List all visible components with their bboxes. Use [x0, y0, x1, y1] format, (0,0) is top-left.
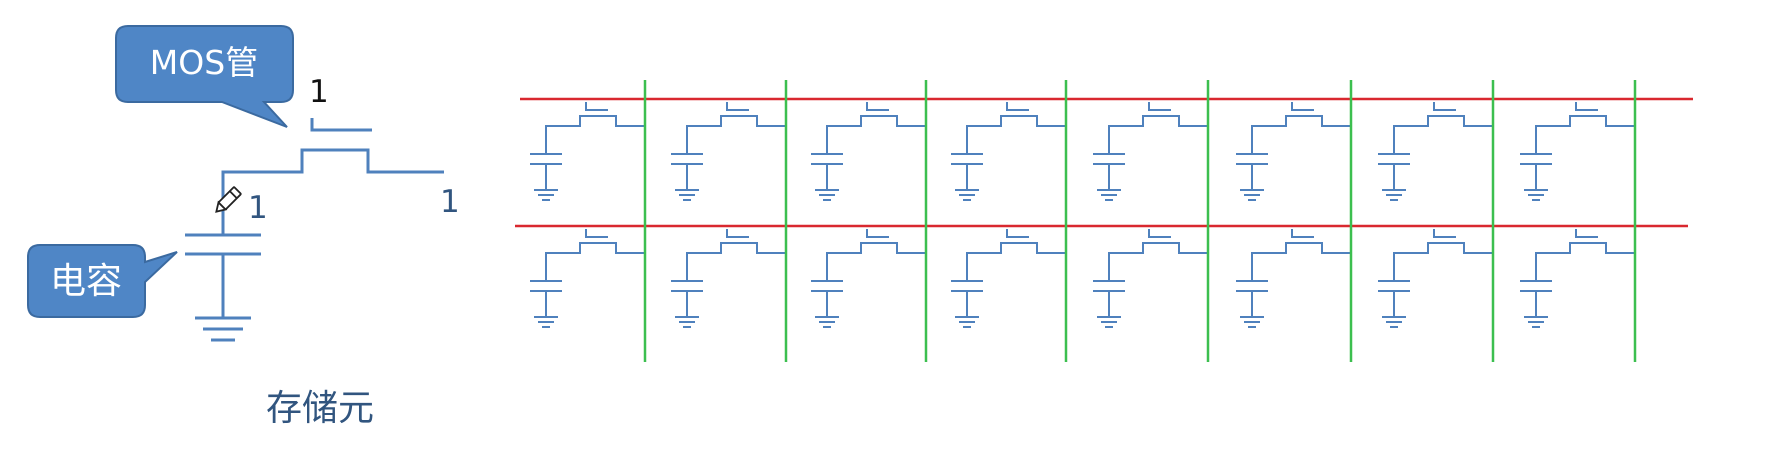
- array-memory-cell: [811, 229, 926, 328]
- array-memory-cell: [951, 102, 1066, 201]
- array-memory-cell: [1093, 102, 1208, 201]
- bitline-value-label: 1: [440, 184, 460, 220]
- mos-callout: MOS管: [115, 25, 294, 128]
- mos-callout-bubble: [115, 25, 294, 128]
- single-memory-cell: [185, 118, 444, 342]
- array-memory-cell: [1378, 229, 1493, 328]
- ground-icon: [195, 316, 251, 342]
- capacitor-callout-text: 电容: [50, 261, 122, 302]
- mos-channel: [221, 148, 444, 202]
- array-memory-cell: [671, 102, 786, 201]
- capacitor-callout-bubble: [27, 244, 178, 318]
- array-memory-cell: [1236, 102, 1351, 201]
- capacitor-callout: 电容: [27, 244, 178, 318]
- mos-callout-text: MOS管: [150, 43, 258, 82]
- array-memory-cell: [811, 102, 926, 201]
- gate-value-label: 1: [309, 74, 329, 110]
- capacitor-value-label: 1: [248, 190, 268, 226]
- pencil-cursor-icon: [215, 186, 242, 213]
- array-memory-cell: [671, 229, 786, 328]
- array-memory-cell: [1236, 229, 1351, 328]
- array-memory-cell: [1378, 102, 1493, 201]
- array-memory-cell: [530, 229, 645, 328]
- memory-array: [515, 80, 1693, 362]
- array-memory-cell: [1093, 229, 1208, 328]
- array-memory-cell: [530, 102, 645, 201]
- mos-gate: [310, 118, 372, 132]
- array-memory-cell: [951, 229, 1066, 328]
- array-memory-cell: [1520, 229, 1635, 328]
- memory-cell-caption: 存储元: [266, 388, 374, 429]
- array-memory-cell: [1520, 102, 1635, 201]
